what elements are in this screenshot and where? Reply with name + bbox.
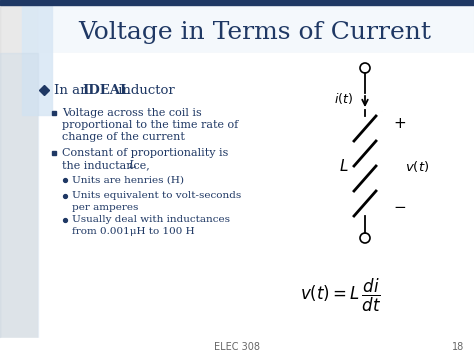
- Text: Voltage in Terms of Current: Voltage in Terms of Current: [79, 21, 431, 44]
- Bar: [0, 338, 474, 355]
- Text: per amperes: per amperes: [72, 202, 138, 212]
- Bar: [0, 5, 38, 355]
- Bar: [0, 0, 474, 5]
- Text: Usually deal with inductances: Usually deal with inductances: [72, 215, 230, 224]
- Bar: [38, 53, 474, 350]
- Text: 18: 18: [452, 342, 464, 352]
- Bar: [0, 53, 38, 350]
- Text: IDEAL: IDEAL: [82, 83, 129, 97]
- Text: the inductance,: the inductance,: [62, 160, 153, 170]
- Bar: [22, 5, 52, 115]
- Text: Units are henries (H): Units are henries (H): [72, 175, 184, 185]
- Text: −: −: [393, 201, 406, 215]
- Bar: [38, 5, 474, 53]
- Text: $v(t)$: $v(t)$: [405, 158, 429, 174]
- Text: L: L: [128, 160, 136, 170]
- Text: proportional to the time rate of: proportional to the time rate of: [62, 120, 238, 130]
- Text: $i(t)$: $i(t)$: [334, 91, 353, 105]
- Text: ELEC 308: ELEC 308: [214, 342, 260, 352]
- Text: $L$: $L$: [339, 158, 349, 174]
- Text: Voltage across the coil is: Voltage across the coil is: [62, 108, 202, 118]
- Text: inductor: inductor: [114, 83, 175, 97]
- Text: Units equivalent to volt-seconds: Units equivalent to volt-seconds: [72, 191, 241, 201]
- Text: change of the current: change of the current: [62, 132, 185, 142]
- Text: $v(t) = L\,\dfrac{di}{dt}$: $v(t) = L\,\dfrac{di}{dt}$: [300, 277, 381, 313]
- Text: Constant of proportionality is: Constant of proportionality is: [62, 148, 228, 158]
- Text: +: +: [393, 116, 406, 131]
- Text: from 0.001μH to 100 H: from 0.001μH to 100 H: [72, 226, 195, 235]
- Text: In an: In an: [54, 83, 93, 97]
